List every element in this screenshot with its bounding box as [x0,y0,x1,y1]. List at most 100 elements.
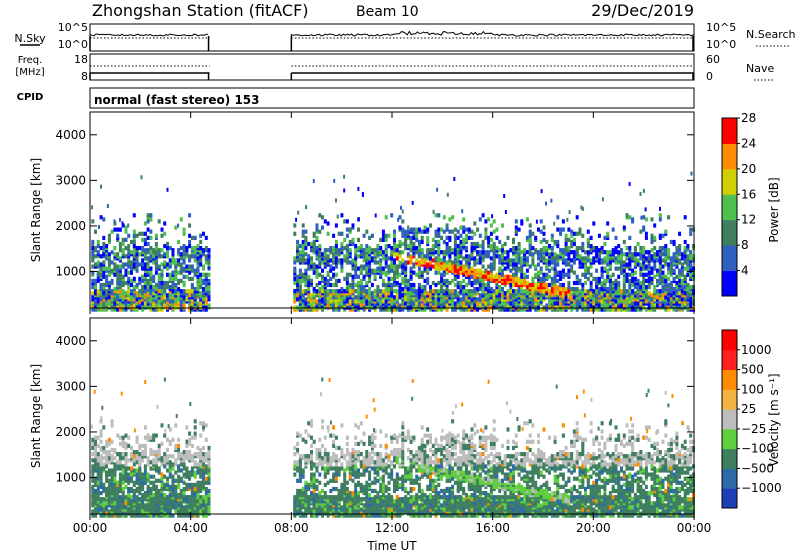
heatmap-cell [310,244,313,249]
heatmap-cell [315,274,319,279]
heatmap-cell [426,276,430,281]
heatmap-cell [537,250,540,255]
heatmap-cell [141,472,145,477]
heatmap-cell [481,250,485,255]
heatmap-cell [357,237,360,242]
heatmap-cell [667,262,671,267]
heatmap-cell [470,229,474,234]
heatmap-cell [636,252,640,257]
heatmap-cell [431,289,435,294]
heatmap-cell [570,297,574,302]
heatmap-cell [301,239,305,245]
heatmap-cell [130,250,133,255]
heatmap-cell [381,278,385,283]
heatmap-cell [484,227,488,232]
heatmap-cell [539,276,543,281]
heatmap-cell [478,293,482,298]
heatmap-cell [304,246,308,251]
heatmap-cell [368,287,372,292]
heatmap-cell [614,307,618,312]
beam-label: Beam 10 [356,4,419,20]
heatmap-cell [592,289,596,294]
heatmap-cell [517,276,521,281]
heatmap-cell [453,227,457,232]
heatmap-cell [465,233,468,238]
heatmap-cell [354,268,358,273]
heatmap-cell [586,258,590,263]
heatmap-cell [429,223,432,228]
heatmap-cell [600,246,604,251]
heatmap-cell [190,246,194,251]
heatmap-cell [91,441,95,446]
heatmap-cell [154,246,158,251]
heatmap-cell [107,472,111,477]
heatmap-cell [138,252,142,257]
heatmap-cell [535,219,538,224]
heatmap-cell [127,244,131,249]
heatmap-cell [179,278,183,283]
heatmap-cell [365,229,369,234]
heatmap-cell [154,484,158,489]
heatmap-cell [379,258,383,263]
heatmap-cell [672,268,676,273]
heatmap-cell [672,258,676,263]
heatmap-cell [539,239,543,245]
heatmap-cell [456,274,460,279]
heatmap-cell [168,439,172,444]
heatmap-cell [437,248,441,253]
heatmap-cell [498,239,502,245]
heatmap-cell [177,258,181,263]
heatmap-cell [498,254,502,259]
heatmap-cell [589,280,593,286]
heatmap-cell [362,233,366,238]
heatmap-cell [99,272,103,277]
heatmap-cell [514,262,518,267]
heatmap-cell [484,219,488,224]
heatmap-cell [149,295,153,300]
heatmap-cell [334,244,338,249]
heatmap-cell [329,282,333,288]
heatmap-cell [185,264,189,269]
heatmap-cell [431,280,435,286]
heatmap-cell [296,278,300,283]
heatmap-cell [470,241,474,247]
heatmap-cell [669,289,673,294]
heatmap-cell [501,223,504,228]
heatmap-cell [110,268,114,273]
heatmap-cell [686,291,690,296]
heatmap-cell [608,250,612,255]
heatmap-cell [683,239,687,245]
heatmap-cell [606,287,610,292]
heatmap-cell [166,513,169,518]
heatmap-cell [664,244,668,249]
heatmap-cell [154,433,158,438]
heatmap-cell [545,248,549,253]
heatmap-cell [204,246,208,251]
heatmap-cell [102,217,106,222]
heatmap-cell [105,470,109,475]
heatmap-cell [143,248,147,253]
heatmap-cell [96,486,100,492]
heatmap-cell [177,278,181,283]
heatmap-cell [393,258,396,263]
heatmap-cell [99,507,103,512]
heatmap-cell [686,244,690,249]
heatmap-cell [570,233,574,238]
heatmap-cell [647,270,651,275]
heatmap-cell [182,227,186,232]
heatmap-cell [149,486,153,492]
heatmap-cell [417,282,421,288]
heatmap-cell [351,285,355,290]
heatmap-cell [304,276,308,281]
heatmap-cell [628,182,631,186]
heatmap-cell [185,274,189,279]
heatmap-cell [105,491,109,496]
heatmap-cell [132,468,136,473]
heatmap-cell [589,264,593,269]
heatmap-cell [473,231,477,236]
heatmap-cell [310,278,313,283]
heatmap-cell [484,295,488,300]
heatmap-cell [520,268,524,273]
heatmap-cell [606,262,610,267]
heatmap-cell [91,270,95,275]
